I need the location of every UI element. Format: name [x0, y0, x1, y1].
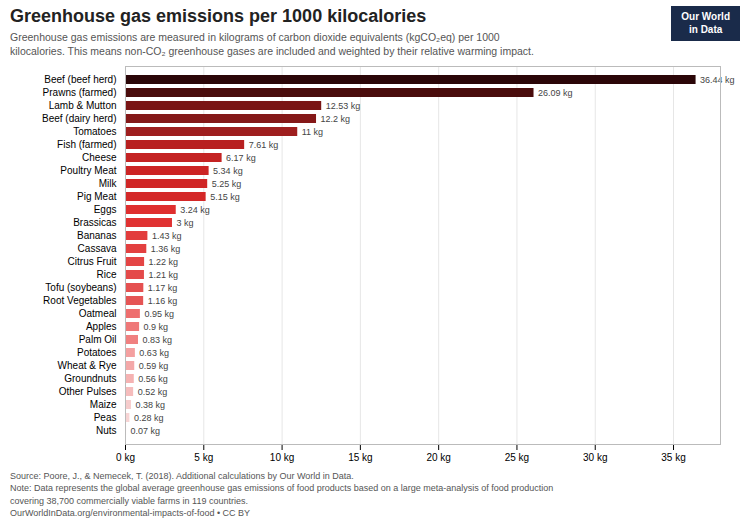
svg-text:Apples: Apples: [86, 322, 117, 333]
svg-text:0.59 kg: 0.59 kg: [139, 361, 169, 371]
svg-text:Oatmeal: Oatmeal: [79, 309, 117, 320]
svg-text:Lamb & Mutton: Lamb & Mutton: [49, 101, 117, 112]
svg-text:6.17 kg: 6.17 kg: [226, 153, 256, 163]
svg-text:11 kg: 11 kg: [302, 127, 323, 137]
svg-text:1.36 kg: 1.36 kg: [151, 244, 181, 254]
svg-text:30 kg: 30 kg: [583, 452, 607, 463]
svg-text:Eggs: Eggs: [94, 205, 117, 216]
svg-text:26.09 kg: 26.09 kg: [538, 88, 573, 98]
svg-text:35 kg: 35 kg: [661, 452, 685, 463]
svg-text:Groundnuts: Groundnuts: [64, 374, 116, 385]
html-text:Greenhouse gas emissions per 1: Greenhouse gas emissions per 1000 kiloca…: [10, 6, 427, 26]
svg-text:Bananas: Bananas: [77, 231, 116, 242]
svg-text:Prawns (farmed): Prawns (farmed): [43, 88, 117, 99]
svg-text:0.95 kg: 0.95 kg: [144, 309, 174, 319]
svg-text:5 kg: 5 kg: [194, 452, 213, 463]
svg-text:0.63 kg: 0.63 kg: [139, 348, 169, 358]
svg-text:1.16 kg: 1.16 kg: [148, 296, 178, 306]
svg-text:20 kg: 20 kg: [426, 452, 450, 463]
svg-text:Fish (farmed): Fish (farmed): [57, 140, 116, 151]
svg-text:5.34 kg: 5.34 kg: [213, 166, 243, 176]
svg-text:0.07 kg: 0.07 kg: [131, 426, 161, 436]
svg-text:Rice: Rice: [96, 270, 116, 281]
svg-text:12.2 kg: 12.2 kg: [321, 114, 351, 124]
svg-text:10 kg: 10 kg: [270, 452, 294, 463]
svg-text:Beef (beef herd): Beef (beef herd): [44, 75, 116, 86]
svg-text:36.44 kg: 36.44 kg: [700, 75, 735, 85]
svg-text:1.43 kg: 1.43 kg: [152, 231, 182, 241]
svg-text:Cassava: Cassava: [78, 244, 117, 255]
svg-text:Tofu (soybeans): Tofu (soybeans): [45, 283, 116, 294]
svg-text:15 kg: 15 kg: [348, 452, 372, 463]
svg-text:5.25 kg: 5.25 kg: [212, 179, 242, 189]
html-text:Source: Poore, J., & Nemecek,: Source: Poore, J., & Nemecek, T. (2018).…: [10, 471, 554, 518]
svg-text:25 kg: 25 kg: [505, 452, 529, 463]
svg-text:7.61 kg: 7.61 kg: [249, 140, 279, 150]
svg-text:Root Vegetables: Root Vegetables: [43, 296, 116, 307]
svg-text:Peas: Peas: [94, 413, 117, 424]
svg-text:Poultry Meat: Poultry Meat: [60, 166, 116, 177]
svg-text:3 kg: 3 kg: [176, 218, 193, 228]
svg-text:Other Pulses: Other Pulses: [59, 387, 117, 398]
svg-text:0.56 kg: 0.56 kg: [138, 374, 168, 384]
svg-text:0.28 kg: 0.28 kg: [134, 413, 164, 423]
svg-text:Nuts: Nuts: [96, 426, 117, 437]
svg-text:Brassicas: Brassicas: [73, 218, 116, 229]
svg-text:1.21 kg: 1.21 kg: [148, 270, 178, 280]
svg-text:5.15 kg: 5.15 kg: [210, 192, 240, 202]
svg-text:1.17 kg: 1.17 kg: [148, 283, 178, 293]
svg-text:0.9 kg: 0.9 kg: [144, 322, 169, 332]
svg-text:12.53 kg: 12.53 kg: [326, 101, 361, 111]
svg-text:Milk: Milk: [99, 179, 118, 190]
svg-text:Beef (dairy herd): Beef (dairy herd): [42, 114, 116, 125]
html-text:Our World in Data: Our World in Data: [681, 11, 730, 35]
svg-text:Maize: Maize: [90, 400, 117, 411]
svg-text:Citrus Fruit: Citrus Fruit: [68, 257, 117, 268]
svg-text:0.52 kg: 0.52 kg: [138, 387, 168, 397]
svg-text:0 kg: 0 kg: [116, 452, 135, 463]
svg-text:Wheat & Rye: Wheat & Rye: [58, 361, 117, 372]
svg-text:Palm Oil: Palm Oil: [79, 335, 117, 346]
svg-text:1.22 kg: 1.22 kg: [149, 257, 179, 267]
svg-text:Pig Meat: Pig Meat: [77, 192, 117, 203]
svg-text:0.83 kg: 0.83 kg: [142, 335, 172, 345]
svg-text:Cheese: Cheese: [82, 153, 117, 164]
svg-text:Potatoes: Potatoes: [77, 348, 116, 359]
svg-text:Tomatoes: Tomatoes: [73, 127, 116, 138]
svg-text:0.38 kg: 0.38 kg: [135, 400, 165, 410]
html-text:Greenhouse gas emissions are m: Greenhouse gas emissions are measured in…: [10, 31, 534, 58]
svg-text:3.24 kg: 3.24 kg: [180, 205, 210, 215]
